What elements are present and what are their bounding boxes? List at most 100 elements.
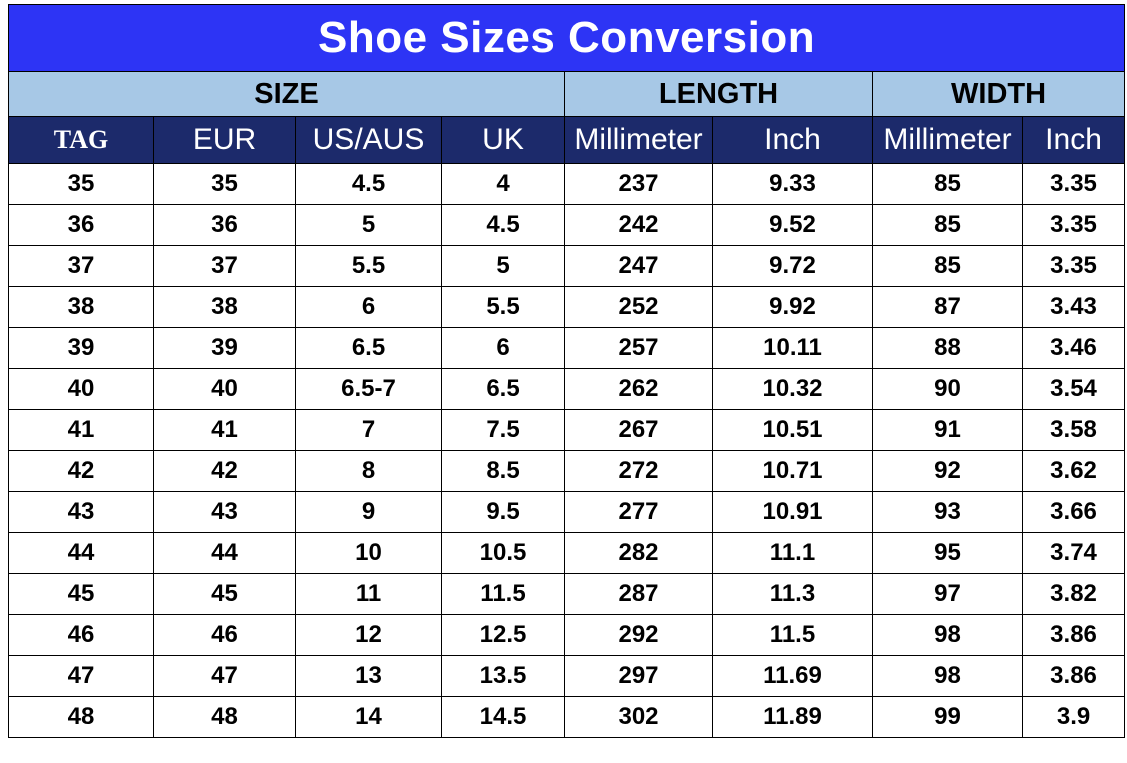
- cell-length-mm: 242: [564, 204, 713, 246]
- column-header-length-mm: Millimeter: [564, 116, 713, 164]
- table-row: 35 35 4.5 4 237 9.33 85 3.35: [8, 163, 1126, 205]
- cell-us-aus: 5: [295, 204, 442, 246]
- cell-width-inch: 3.58: [1021, 409, 1126, 451]
- cell-width-inch: 3.54: [1021, 368, 1126, 410]
- cell-uk: 6: [441, 327, 565, 369]
- cell-tag: 38: [8, 286, 154, 328]
- cell-length-mm: 282: [564, 532, 713, 574]
- cell-width-mm: 97: [872, 573, 1023, 615]
- cell-length-mm: 252: [564, 286, 713, 328]
- cell-width-inch: 3.74: [1021, 532, 1126, 574]
- group-header-width: WIDTH: [871, 71, 1126, 117]
- group-header-length: LENGTH: [564, 71, 873, 117]
- cell-length-inch: 10.32: [712, 368, 873, 410]
- group-header-size: SIZE: [8, 71, 565, 117]
- table-row: 48 48 14 14.5 302 11.89 99 3.9: [8, 696, 1126, 738]
- cell-length-mm: 257: [564, 327, 713, 369]
- cell-eur: 46: [153, 614, 296, 656]
- cell-length-mm: 302: [564, 696, 713, 738]
- cell-width-inch: 3.35: [1021, 204, 1126, 246]
- cell-length-mm: 292: [564, 614, 713, 656]
- cell-us-aus: 5.5: [295, 245, 442, 287]
- cell-tag: 48: [8, 696, 154, 738]
- cell-width-inch: 3.46: [1021, 327, 1126, 369]
- cell-length-inch: 11.89: [712, 696, 873, 738]
- cell-eur: 40: [153, 368, 296, 410]
- cell-width-mm: 95: [872, 532, 1023, 574]
- cell-us-aus: 12: [295, 614, 442, 656]
- column-header-row: TAG EUR US/AUS UK Millimeter Inch Millim…: [8, 116, 1126, 164]
- cell-us-aus: 10: [295, 532, 442, 574]
- cell-uk: 11.5: [441, 573, 565, 615]
- cell-us-aus: 13: [295, 655, 442, 697]
- table-row: 44 44 10 10.5 282 11.1 95 3.74: [8, 532, 1126, 574]
- cell-length-inch: 11.1: [712, 532, 873, 574]
- column-header-uk: UK: [441, 116, 565, 164]
- cell-tag: 46: [8, 614, 154, 656]
- cell-width-mm: 85: [872, 163, 1023, 205]
- table-row: 36 36 5 4.5 242 9.52 85 3.35: [8, 204, 1126, 246]
- cell-width-inch: 3.86: [1021, 655, 1126, 697]
- cell-uk: 8.5: [441, 450, 565, 492]
- table-row: 43 43 9 9.5 277 10.91 93 3.66: [8, 491, 1126, 533]
- cell-eur: 44: [153, 532, 296, 574]
- column-header-width-mm: Millimeter: [872, 116, 1023, 164]
- cell-tag: 36: [8, 204, 154, 246]
- cell-width-mm: 85: [872, 245, 1023, 287]
- cell-width-mm: 93: [872, 491, 1023, 533]
- cell-width-inch: 3.62: [1021, 450, 1126, 492]
- cell-width-mm: 87: [872, 286, 1023, 328]
- cell-width-mm: 91: [872, 409, 1023, 451]
- column-header-length-inch: Inch: [712, 116, 873, 164]
- table-body: 35 35 4.5 4 237 9.33 85 3.35 36 36 5 4.5 242 9.52 85 3.…: [8, 163, 1126, 738]
- cell-width-inch: 3.66: [1021, 491, 1126, 533]
- cell-length-inch: 9.92: [712, 286, 873, 328]
- cell-tag: 35: [8, 163, 154, 205]
- cell-length-inch: 11.69: [712, 655, 873, 697]
- cell-uk: 9.5: [441, 491, 565, 533]
- cell-us-aus: 6: [295, 286, 442, 328]
- cell-width-inch: 3.82: [1021, 573, 1126, 615]
- cell-us-aus: 4.5: [295, 163, 442, 205]
- cell-us-aus: 11: [295, 573, 442, 615]
- cell-length-inch: 10.91: [712, 491, 873, 533]
- cell-tag: 41: [8, 409, 154, 451]
- cell-uk: 6.5: [441, 368, 565, 410]
- cell-length-mm: 247: [564, 245, 713, 287]
- group-header-row: SIZE LENGTH WIDTH: [8, 71, 1126, 117]
- cell-width-inch: 3.35: [1021, 245, 1126, 287]
- table-row: 39 39 6.5 6 257 10.11 88 3.46: [8, 327, 1126, 369]
- cell-eur: 45: [153, 573, 296, 615]
- cell-us-aus: 9: [295, 491, 442, 533]
- cell-width-mm: 85: [872, 204, 1023, 246]
- cell-eur: 41: [153, 409, 296, 451]
- cell-width-mm: 99: [872, 696, 1023, 738]
- cell-us-aus: 6.5-7: [295, 368, 442, 410]
- table-row: 41 41 7 7.5 267 10.51 91 3.58: [8, 409, 1126, 451]
- cell-length-inch: 9.33: [712, 163, 873, 205]
- cell-width-mm: 92: [872, 450, 1023, 492]
- cell-length-inch: 9.52: [712, 204, 873, 246]
- cell-us-aus: 6.5: [295, 327, 442, 369]
- table-row: 47 47 13 13.5 297 11.69 98 3.86: [8, 655, 1126, 697]
- cell-tag: 37: [8, 245, 154, 287]
- cell-tag: 40: [8, 368, 154, 410]
- cell-uk: 4: [441, 163, 565, 205]
- cell-uk: 4.5: [441, 204, 565, 246]
- cell-eur: 47: [153, 655, 296, 697]
- cell-eur: 48: [153, 696, 296, 738]
- cell-length-mm: 267: [564, 409, 713, 451]
- cell-width-inch: 3.43: [1021, 286, 1126, 328]
- cell-width-inch: 3.9: [1021, 696, 1126, 738]
- cell-length-inch: 10.51: [712, 409, 873, 451]
- cell-uk: 14.5: [441, 696, 565, 738]
- cell-length-mm: 262: [564, 368, 713, 410]
- cell-eur: 43: [153, 491, 296, 533]
- cell-uk: 5: [441, 245, 565, 287]
- cell-eur: 38: [153, 286, 296, 328]
- cell-length-mm: 237: [564, 163, 713, 205]
- cell-width-inch: 3.86: [1021, 614, 1126, 656]
- table-row: 45 45 11 11.5 287 11.3 97 3.82: [8, 573, 1126, 615]
- cell-us-aus: 7: [295, 409, 442, 451]
- table-row: 40 40 6.5-7 6.5 262 10.32 90 3.54: [8, 368, 1126, 410]
